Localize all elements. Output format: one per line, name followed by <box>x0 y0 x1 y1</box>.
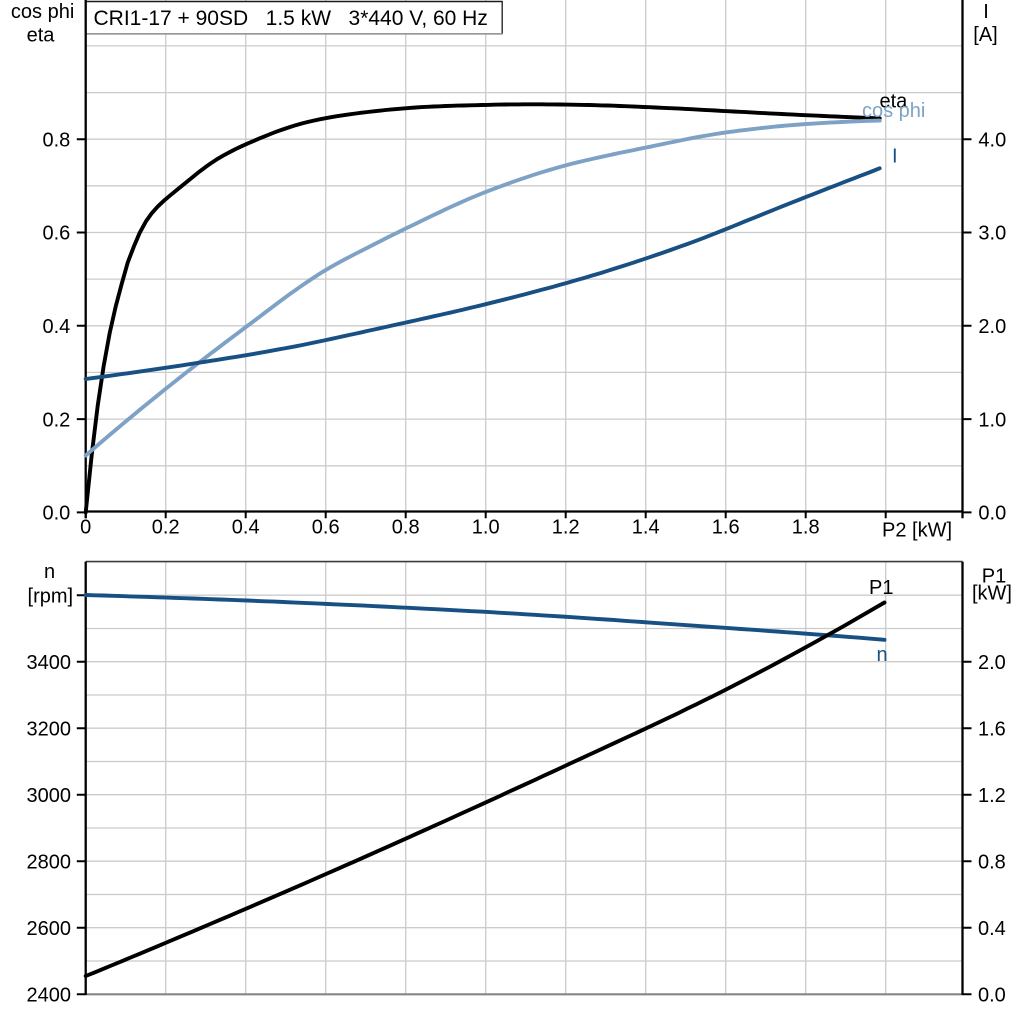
svg-text:P2 [kW]: P2 [kW] <box>882 519 952 541</box>
svg-text:3200: 3200 <box>27 718 72 740</box>
svg-text:I: I <box>892 146 898 168</box>
svg-text:1.2: 1.2 <box>978 785 1006 807</box>
svg-text:2600: 2600 <box>27 918 72 940</box>
svg-text:1.0: 1.0 <box>472 517 500 539</box>
svg-text:0.0: 0.0 <box>42 503 70 525</box>
svg-text:1.6: 1.6 <box>978 718 1006 740</box>
svg-text:1.6: 1.6 <box>712 517 740 539</box>
svg-text:[kW]: [kW] <box>972 583 1012 605</box>
svg-text:[rpm]: [rpm] <box>28 586 74 608</box>
svg-text:4.0: 4.0 <box>978 129 1006 151</box>
svg-text:3400: 3400 <box>27 652 72 674</box>
svg-text:P1: P1 <box>982 566 1006 588</box>
svg-text:0.4: 0.4 <box>232 517 260 539</box>
svg-text:0.8: 0.8 <box>42 129 70 151</box>
svg-text:[A]: [A] <box>973 24 997 46</box>
svg-text:0: 0 <box>80 517 91 539</box>
svg-text:1.0: 1.0 <box>978 409 1006 431</box>
svg-text:1.8: 1.8 <box>792 517 820 539</box>
svg-text:0.8: 0.8 <box>392 517 420 539</box>
svg-text:1.4: 1.4 <box>632 517 660 539</box>
svg-text:cos phi: cos phi <box>862 100 925 122</box>
svg-text:n: n <box>44 561 55 583</box>
svg-text:3.0: 3.0 <box>978 223 1006 245</box>
svg-text:0.4: 0.4 <box>42 316 70 338</box>
svg-text:2400: 2400 <box>27 984 72 1006</box>
svg-text:1.2: 1.2 <box>552 517 580 539</box>
svg-text:2.0: 2.0 <box>978 316 1006 338</box>
svg-text:0.6: 0.6 <box>312 517 340 539</box>
svg-text:0.2: 0.2 <box>42 409 70 431</box>
svg-text:CRI1-17 + 90SD 1.5 kW 3*44: CRI1-17 + 90SD 1.5 kW 3*440 V, 60 Hz <box>94 7 488 30</box>
svg-text:0.4: 0.4 <box>978 918 1006 940</box>
svg-text:0.0: 0.0 <box>978 503 1006 525</box>
svg-text:n: n <box>877 644 888 666</box>
svg-text:2.0: 2.0 <box>978 652 1006 674</box>
svg-text:eta: eta <box>27 24 56 46</box>
svg-text:3000: 3000 <box>27 785 72 807</box>
svg-text:0.0: 0.0 <box>978 984 1006 1006</box>
svg-text:P1: P1 <box>869 577 893 599</box>
svg-text:cos phi: cos phi <box>11 1 74 23</box>
svg-text:0.8: 0.8 <box>978 851 1006 873</box>
svg-text:0.2: 0.2 <box>152 517 180 539</box>
svg-text:2800: 2800 <box>27 851 72 873</box>
svg-text:I: I <box>983 1 989 23</box>
svg-text:eta: eta <box>880 91 909 113</box>
svg-text:0.6: 0.6 <box>42 223 70 245</box>
